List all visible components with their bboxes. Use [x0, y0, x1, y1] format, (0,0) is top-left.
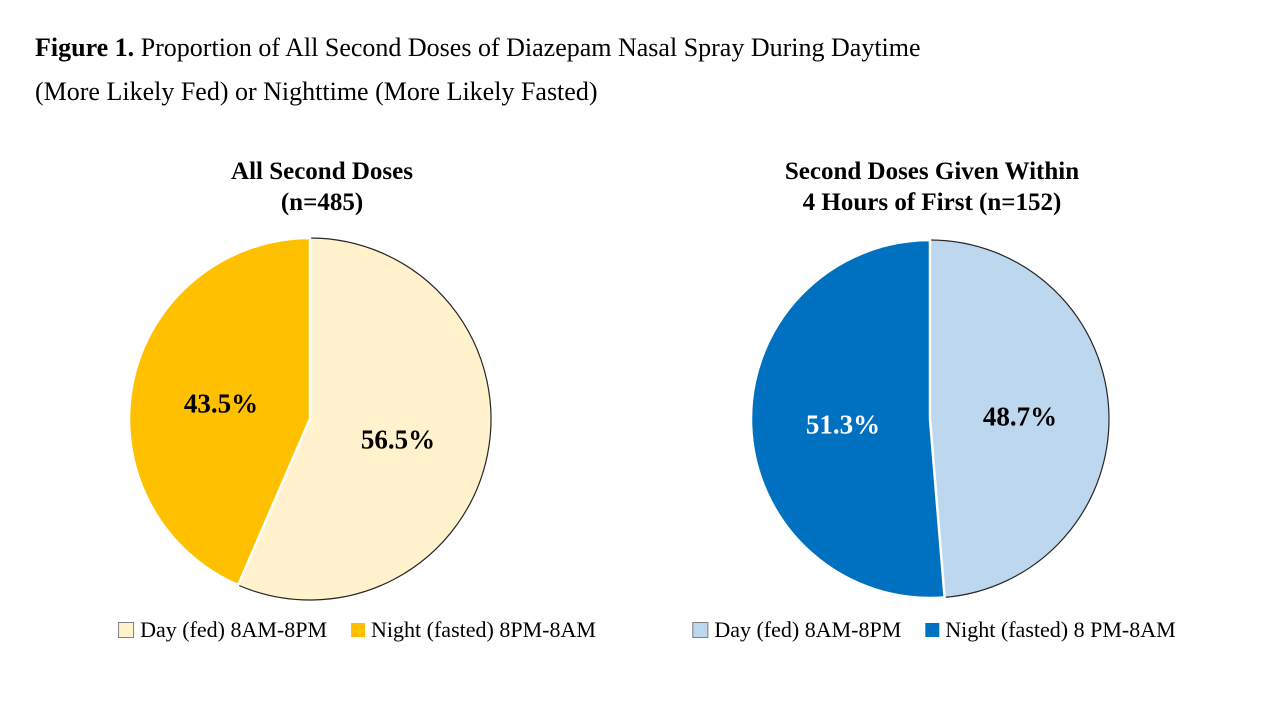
right-pie-legend: Day (fed) 8AM-8PM Night (fasted) 8 PM-8A… [692, 617, 1176, 643]
figure-title-text: Proportion of All Second Doses of Diazep… [134, 33, 921, 62]
legend-item-night-fasted: Night (fasted) 8PM-8AM [351, 617, 596, 643]
day-fed-swatch-icon [692, 622, 709, 638]
right-pie-night-label: 51.3% [805, 409, 881, 440]
left-pie-title-line2: (n=485) [280, 189, 364, 216]
figure-title-line1: Figure 1. Proportion of All Second Doses… [35, 26, 1195, 70]
right-pie [749, 238, 1110, 600]
legend-label: Day (fed) 8AM-8PM [714, 617, 902, 642]
legend-label: Night (fasted) 8 PM-8AM [945, 617, 1176, 642]
right-pie-title-line2: 4 Hours of First (n=152) [802, 189, 1062, 216]
right-pie-title: Second Doses Given Within 4 Hours of Fir… [785, 156, 1079, 218]
left-pie-legend: Day (fed) 8AM-8PM Night (fasted) 8PM-8AM [118, 617, 596, 643]
legend-item-day-fed: Day (fed) 8AM-8PM [118, 617, 327, 643]
left-pie-title: All Second Doses (n=485) [231, 156, 413, 218]
figure-title-line2: (More Likely Fed) or Nighttime (More Lik… [35, 77, 598, 106]
legend-label: Night (fasted) 8PM-8AM [371, 617, 596, 642]
legend-label: Day (fed) 8AM-8PM [140, 617, 328, 642]
right-pie-day-label: 48.7% [982, 401, 1058, 432]
night-fasted-swatch-icon [351, 623, 366, 637]
left-pie-night-label: 43.5% [183, 388, 259, 419]
figure-title: Figure 1. Proportion of All Second Doses… [35, 26, 1195, 114]
left-pie-title-line1: All Second Doses [231, 158, 413, 185]
figure-number-label: Figure 1. [35, 33, 135, 62]
legend-item-night-fasted: Night (fasted) 8 PM-8AM [925, 617, 1176, 643]
night-fasted-swatch-icon [925, 623, 940, 637]
left-pie-day-label: 56.5% [360, 424, 436, 455]
legend-item-day-fed: Day (fed) 8AM-8PM [692, 617, 901, 643]
left-pie [127, 236, 492, 601]
right-pie-title-line1: Second Doses Given Within [784, 158, 1080, 185]
day-fed-swatch-icon [118, 622, 135, 638]
